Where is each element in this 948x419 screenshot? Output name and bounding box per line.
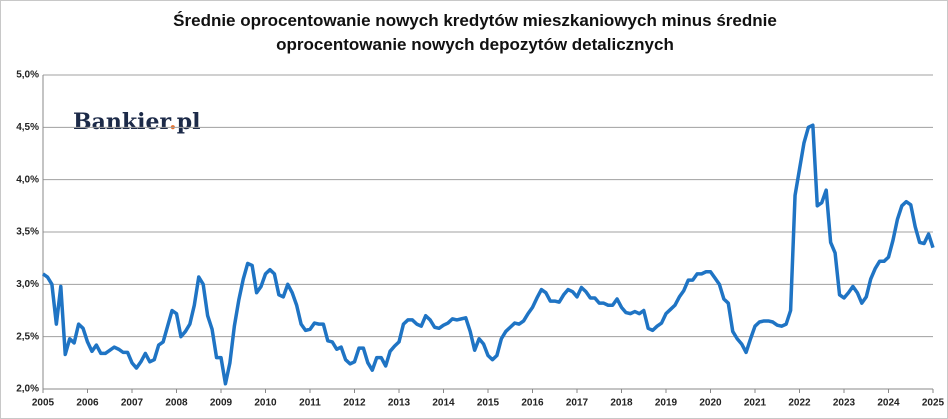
x-tick-label: 2007 xyxy=(121,398,144,409)
x-tick-label: 2015 xyxy=(477,398,500,409)
x-tick-label: 2022 xyxy=(788,398,811,409)
x-tick-label: 2020 xyxy=(699,398,722,409)
y-tick-label: 2,5% xyxy=(16,331,39,342)
y-tick-label: 3,5% xyxy=(16,227,39,238)
logo-part: Bankier xyxy=(73,109,171,135)
x-tick-label: 2018 xyxy=(610,398,633,409)
x-tick-label: 2013 xyxy=(388,398,411,409)
x-tick-label: 2014 xyxy=(432,398,455,409)
data-line xyxy=(41,123,935,386)
x-tick-label: 2023 xyxy=(833,398,856,409)
x-tick-label: 2021 xyxy=(744,398,767,409)
x-tick-label: 2008 xyxy=(165,398,188,409)
chart-title: Średnie oprocentowanie nowych kredytów m… xyxy=(173,11,777,54)
x-tick-label: 2017 xyxy=(566,398,589,409)
x-tick-label: 2025 xyxy=(922,398,945,409)
x-tick-label: 2019 xyxy=(655,398,678,409)
y-tick-label: 4,5% xyxy=(16,122,39,133)
y-tick-label: 3,0% xyxy=(16,279,39,290)
x-tick-label: 2009 xyxy=(210,398,233,409)
x-tick-label: 2016 xyxy=(521,398,544,409)
x-tick-label: 2012 xyxy=(343,398,366,409)
y-tick-label: 2,0% xyxy=(16,384,39,395)
x-tick-label: 2005 xyxy=(32,398,55,409)
x-tick-label: 2010 xyxy=(254,398,277,409)
x-tick-label: 2011 xyxy=(299,398,321,409)
logo-dot: . xyxy=(169,109,177,135)
y-tick-label: 4,0% xyxy=(16,174,39,185)
y-tick-label: 5,0% xyxy=(16,70,39,81)
x-tick-label: 2024 xyxy=(877,398,900,409)
logo: Bankier.pl xyxy=(73,109,200,135)
logo-part: pl xyxy=(177,109,201,135)
x-tick-label: 2006 xyxy=(76,398,99,409)
